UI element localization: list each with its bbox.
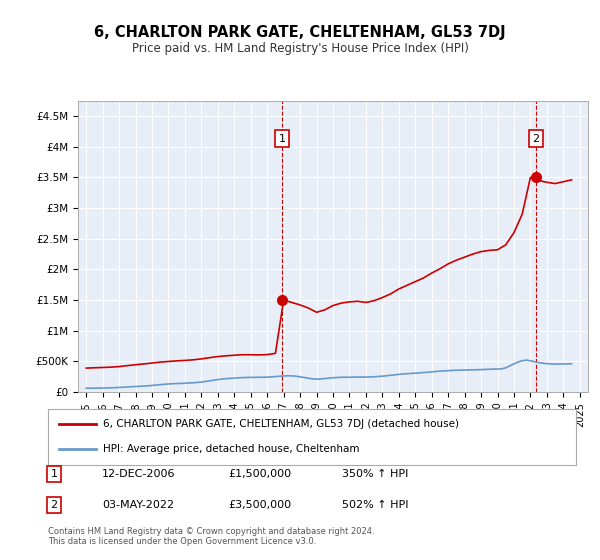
Text: 1: 1 — [50, 469, 58, 479]
Text: Price paid vs. HM Land Registry's House Price Index (HPI): Price paid vs. HM Land Registry's House … — [131, 42, 469, 55]
Text: 350% ↑ HPI: 350% ↑ HPI — [342, 469, 409, 479]
Text: 2: 2 — [50, 500, 58, 510]
Text: 1: 1 — [279, 134, 286, 144]
Text: HPI: Average price, detached house, Cheltenham: HPI: Average price, detached house, Chel… — [103, 444, 360, 454]
Text: 03-MAY-2022: 03-MAY-2022 — [102, 500, 174, 510]
Text: 6, CHARLTON PARK GATE, CHELTENHAM, GL53 7DJ (detached house): 6, CHARLTON PARK GATE, CHELTENHAM, GL53 … — [103, 419, 460, 430]
Text: 6, CHARLTON PARK GATE, CHELTENHAM, GL53 7DJ: 6, CHARLTON PARK GATE, CHELTENHAM, GL53 … — [94, 25, 506, 40]
Text: 2: 2 — [532, 134, 539, 144]
Text: £1,500,000: £1,500,000 — [228, 469, 291, 479]
Text: Contains HM Land Registry data © Crown copyright and database right 2024.
This d: Contains HM Land Registry data © Crown c… — [48, 526, 374, 546]
Text: 12-DEC-2006: 12-DEC-2006 — [102, 469, 176, 479]
Text: 502% ↑ HPI: 502% ↑ HPI — [342, 500, 409, 510]
Text: £3,500,000: £3,500,000 — [228, 500, 291, 510]
